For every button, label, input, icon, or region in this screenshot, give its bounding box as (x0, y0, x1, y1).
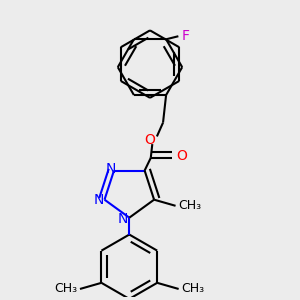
Text: N: N (93, 193, 103, 207)
Text: CH₃: CH₃ (182, 283, 205, 296)
Text: N: N (118, 212, 128, 226)
Text: CH₃: CH₃ (178, 199, 202, 212)
Text: CH₃: CH₃ (54, 283, 77, 296)
Text: O: O (176, 149, 187, 164)
Text: O: O (144, 133, 155, 146)
Text: N: N (106, 162, 116, 176)
Text: F: F (182, 29, 190, 43)
